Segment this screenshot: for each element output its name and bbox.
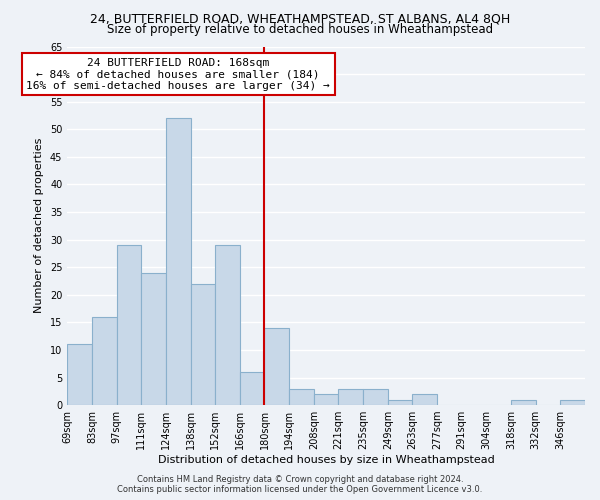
Bar [92, 317, 116, 405]
Bar [116, 245, 141, 405]
Bar [314, 394, 338, 405]
Bar [240, 372, 265, 405]
Text: Size of property relative to detached houses in Wheathampstead: Size of property relative to detached ho… [107, 22, 493, 36]
Bar [560, 400, 585, 405]
Y-axis label: Number of detached properties: Number of detached properties [34, 138, 44, 314]
Bar [363, 388, 388, 405]
Bar [215, 245, 240, 405]
Bar [265, 328, 289, 405]
Bar [166, 118, 191, 405]
Bar [289, 388, 314, 405]
Bar [412, 394, 437, 405]
X-axis label: Distribution of detached houses by size in Wheathampstead: Distribution of detached houses by size … [158, 455, 494, 465]
Bar [141, 272, 166, 405]
Bar [191, 284, 215, 405]
Bar [511, 400, 536, 405]
Text: 24 BUTTERFIELD ROAD: 168sqm
← 84% of detached houses are smaller (184)
16% of se: 24 BUTTERFIELD ROAD: 168sqm ← 84% of det… [26, 58, 330, 90]
Bar [67, 344, 92, 405]
Text: Contains HM Land Registry data © Crown copyright and database right 2024.
Contai: Contains HM Land Registry data © Crown c… [118, 474, 482, 494]
Bar [338, 388, 363, 405]
Text: 24, BUTTERFIELD ROAD, WHEATHAMPSTEAD, ST ALBANS, AL4 8QH: 24, BUTTERFIELD ROAD, WHEATHAMPSTEAD, ST… [90, 12, 510, 26]
Bar [388, 400, 412, 405]
